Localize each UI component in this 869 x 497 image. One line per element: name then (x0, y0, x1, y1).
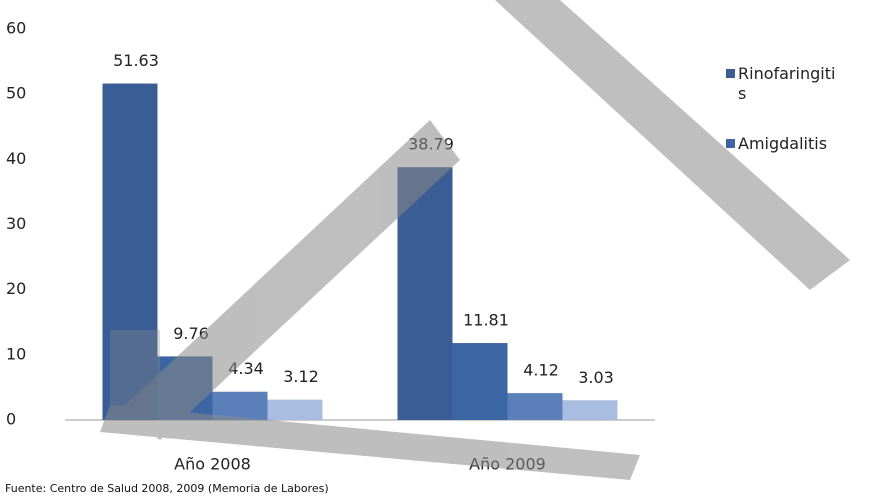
bar (212, 391, 268, 420)
legend-swatch (726, 139, 735, 148)
watermark (100, 0, 850, 480)
y-tick-label: 50 (6, 84, 26, 103)
bar (267, 399, 323, 420)
y-tick-label: 20 (6, 279, 26, 298)
legend-item: Amigdalitis (726, 134, 856, 154)
value-label: 11.81 (463, 311, 509, 330)
bar (102, 83, 158, 421)
y-tick-label: 40 (6, 149, 26, 168)
y-tick-label: 0 (6, 410, 16, 429)
value-label: 51.63 (113, 51, 159, 70)
legend: Rinofaringitis Amigdalitis (726, 64, 856, 184)
bar (452, 343, 508, 420)
y-tick-label: 60 (6, 19, 26, 38)
y-tick-label: 10 (6, 344, 26, 363)
legend-swatch (726, 69, 735, 78)
value-label: 3.12 (283, 367, 319, 386)
legend-item: Rinofaringitis (726, 64, 856, 104)
value-label: 4.12 (523, 361, 559, 380)
bar (507, 393, 563, 420)
legend-label: Rinofaringitis (738, 64, 836, 103)
x-tick-label: Año 2008 (174, 455, 251, 474)
bar (562, 400, 618, 420)
source-note: Fuente: Centro de Salud 2008, 2009 (Memo… (5, 482, 329, 495)
value-label: 3.03 (578, 368, 614, 387)
y-tick-label: 30 (6, 214, 26, 233)
legend-label: Amigdalitis (738, 134, 828, 153)
